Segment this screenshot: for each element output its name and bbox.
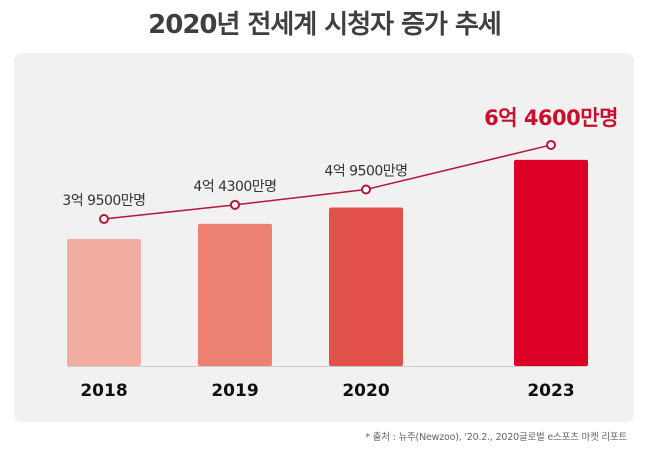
marker-2019 <box>230 199 240 210</box>
trend-line <box>103 144 552 220</box>
bar-2019 <box>198 223 272 366</box>
data-label-2020: 4억 9500만명 <box>324 164 407 180</box>
x-tick-2019: 2019 <box>211 381 258 401</box>
marker-2020 <box>361 184 371 195</box>
bar-2023 <box>514 159 588 366</box>
bar-2018 <box>67 239 141 366</box>
bar-2020 <box>329 207 403 366</box>
source-note: * 출처 : 뉴주(Newzoo), '20.2., 2020글로벌 e스포츠 … <box>365 432 627 443</box>
data-label-2019: 4억 4300만명 <box>193 179 276 195</box>
data-label-2023: 6억 4600만명 <box>484 106 618 130</box>
value-labels-group: 3억 9500만명 4억 4300만명 4억 9500만명 6억 4600만명 <box>62 106 618 209</box>
chart-title: 2020년 전세계 시청자 증가 추세 <box>148 10 502 40</box>
x-tick-labels-group: 2018 2019 2020 2023 <box>80 381 574 401</box>
data-label-2018: 3억 9500만명 <box>62 193 145 209</box>
x-tick-2020: 2020 <box>342 381 389 401</box>
bars-group <box>67 159 588 366</box>
marker-2023 <box>546 139 556 150</box>
x-tick-2018: 2018 <box>80 381 127 401</box>
x-tick-2023: 2023 <box>527 381 574 401</box>
markers-group <box>99 139 556 224</box>
marker-2018 <box>99 214 109 224</box>
